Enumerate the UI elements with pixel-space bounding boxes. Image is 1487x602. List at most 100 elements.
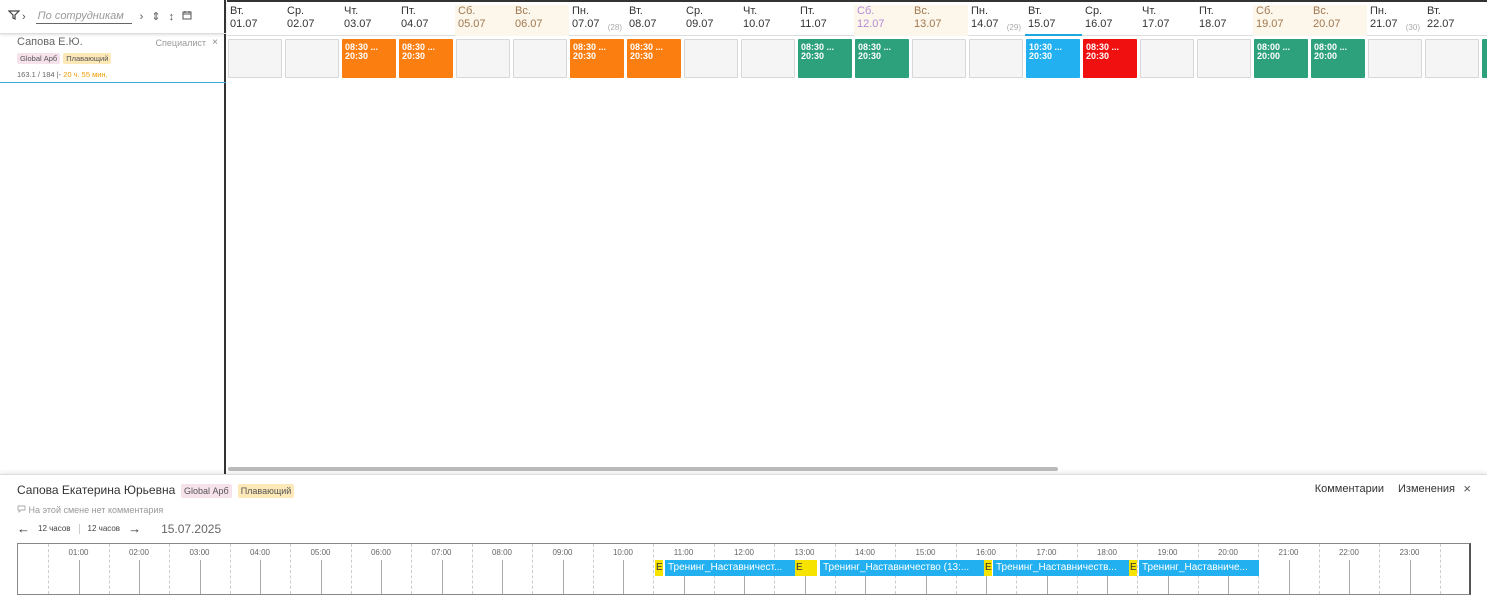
empty-day-cell[interactable]	[969, 39, 1023, 78]
shift-block[interactable]: 08:30 ... 20:30	[342, 39, 396, 78]
step-back-button[interactable]: 12 часов	[38, 524, 71, 533]
shift-block[interactable]: 08:30 ... 20:30	[570, 39, 624, 78]
day-header[interactable]: Чт. 17.07	[1139, 5, 1196, 36]
day-header[interactable]: Ср. 16.07	[1082, 5, 1139, 36]
filter-icon[interactable]	[7, 10, 21, 23]
day-header[interactable]: Чт. 03.07	[341, 5, 398, 36]
shift-block[interactable]: 08:00 ... 20:00	[1311, 39, 1365, 78]
day-name: Пн.	[1370, 5, 1388, 17]
day-header[interactable]: Вс. 13.07	[911, 5, 968, 36]
day-header[interactable]: Сб. 12.07	[854, 5, 911, 36]
day-header[interactable]: Пт. 11.07	[797, 5, 854, 36]
empty-day-cell[interactable]	[1368, 39, 1422, 78]
day-header[interactable]: Пт. 18.07	[1196, 5, 1253, 36]
day-header[interactable]: Пт. 04.07	[398, 5, 455, 36]
shift-start: 08:30 ...	[801, 42, 835, 52]
day-name: Пн.	[572, 5, 590, 17]
day-header[interactable]: Пн. 21.07 (30)	[1367, 5, 1424, 36]
empty-day-cell[interactable]	[1140, 39, 1194, 78]
shift-start: 08:00 ...	[1257, 42, 1291, 52]
timeline-break[interactable]: Е	[655, 560, 663, 576]
shift-block[interactable]: 08:00 ... 20:00	[1254, 39, 1308, 78]
schedule-calendar: Вт. 01.07 Ср. 02.07 Чт. 03.07 Пт. 04.07 Сб. 05.07…	[227, 0, 1487, 474]
shift-start: 08:30 ...	[573, 42, 607, 52]
hour-label: 12:00	[733, 548, 755, 557]
day-date: 17.07	[1142, 18, 1170, 30]
hour-tick	[260, 560, 261, 594]
timeline-break[interactable]: Е	[984, 560, 992, 576]
day-name: Вт.	[629, 5, 643, 17]
arrow-left-icon[interactable]: ←	[17, 521, 30, 536]
empty-day-cell[interactable]	[456, 39, 510, 78]
day-header[interactable]: Вт. 08.07	[626, 5, 683, 36]
timeline-break[interactable]: Е	[1129, 560, 1137, 576]
employee-name[interactable]: Сапова Е.Ю.	[17, 36, 83, 48]
day-header[interactable]: Сб. 19.07	[1253, 5, 1310, 36]
calendar-icon[interactable]	[182, 10, 192, 23]
sort-order-icon[interactable]: ↕	[168, 10, 175, 23]
empty-day-cell[interactable]	[741, 39, 795, 78]
horizontal-scrollbar[interactable]	[228, 467, 1058, 471]
shift-block[interactable]: 08:30 ... 20:30	[399, 39, 453, 78]
day-header[interactable]: Чт. 10.07	[740, 5, 797, 36]
timeline-activity[interactable]: Тренинг_Наставничеств...	[993, 560, 1129, 576]
day-header[interactable]: Вс. 06.07	[512, 5, 569, 36]
shift-block[interactable]: 08:30 ... 20:30	[627, 39, 681, 78]
comments-link[interactable]: Комментарии	[1314, 483, 1384, 495]
hour-tick	[1409, 560, 1411, 594]
employee-panel: › › ⇕ ↕ Сапова Е.Ю. Специалист × Global …	[0, 0, 226, 474]
employee-row[interactable]: Сапова Е.Ю. Специалист × Global Арб Плав…	[0, 34, 226, 83]
day-name: Вт.	[1028, 5, 1042, 17]
day-header[interactable]: Вт. 15.07	[1025, 5, 1082, 36]
half-hour-line	[290, 544, 292, 594]
day-header[interactable]: Ср. 09.07	[683, 5, 740, 36]
shift-block[interactable]: 08:30 ... 20:30	[798, 39, 852, 78]
employee-role: Специалист	[155, 38, 206, 48]
hour-tick	[925, 560, 927, 594]
empty-day-cell[interactable]	[1425, 39, 1479, 78]
reorder-icon[interactable]: ⇕	[151, 11, 161, 23]
arrow-right-icon[interactable]: →	[128, 521, 142, 536]
shift-block[interactable]: 10:30 ... 20:30	[1026, 39, 1080, 78]
close-icon[interactable]: ×	[1463, 481, 1471, 496]
day-name: Ср.	[1085, 5, 1103, 17]
shift-start: 08:30 ...	[402, 42, 436, 52]
day-header[interactable]: Вт. 01.07	[227, 5, 284, 36]
shift-end: 20:00	[1257, 51, 1281, 61]
day-header[interactable]: Пн. 14.07 (29)	[968, 5, 1025, 36]
shift-end: 20:30	[630, 51, 654, 61]
day-header[interactable]: Сб. 05.07	[455, 5, 512, 36]
hour-label: 04:00	[249, 548, 271, 557]
shift-block-partial[interactable]	[1482, 39, 1487, 78]
day-name: Чт.	[344, 5, 359, 17]
empty-day-cell[interactable]	[912, 39, 966, 78]
empty-day-cell[interactable]	[285, 39, 339, 78]
day-header[interactable]: Вт. 22.07	[1424, 5, 1481, 36]
tag-type: Плавающий	[237, 484, 295, 498]
empty-day-cell[interactable]	[228, 39, 282, 78]
empty-day-cell[interactable]	[513, 39, 567, 78]
timeline-break[interactable]: Е	[795, 560, 817, 576]
step-forward-button[interactable]: 12 часов	[87, 524, 121, 533]
shift-block[interactable]: 08:30 ... 20:30	[1083, 39, 1137, 78]
shift-block[interactable]: 08:30 ... 20:30	[855, 39, 909, 78]
hour-tick	[986, 560, 987, 594]
changes-link[interactable]: Изменения	[1398, 483, 1455, 495]
timeline-activity[interactable]: Тренинг_Наставниче...	[1139, 560, 1259, 576]
hour-label: 01:00	[68, 548, 89, 557]
day-header[interactable]: Ср. 02.07	[284, 5, 341, 36]
empty-day-cell[interactable]	[1197, 39, 1251, 78]
half-hour-line	[1439, 544, 1441, 594]
timeline-activity[interactable]: Тренинг_Наставничест...	[665, 560, 795, 576]
timeline-activity[interactable]: Тренинг_Наставничество (13:...	[820, 560, 984, 576]
expand-icon[interactable]: ›	[22, 10, 26, 23]
day-header[interactable]: Вс. 20.07	[1310, 5, 1367, 36]
empty-day-cell[interactable]	[684, 39, 738, 78]
sort-icon[interactable]: ›	[139, 10, 144, 23]
day-date: 05.07	[458, 18, 486, 30]
employee-search-input[interactable]	[35, 9, 132, 24]
day-header[interactable]: Пн. 07.07 (28)	[569, 5, 626, 36]
hour-label: 06:00	[370, 548, 392, 557]
divider	[78, 523, 80, 534]
employee-remove-icon[interactable]: ×	[212, 37, 218, 48]
